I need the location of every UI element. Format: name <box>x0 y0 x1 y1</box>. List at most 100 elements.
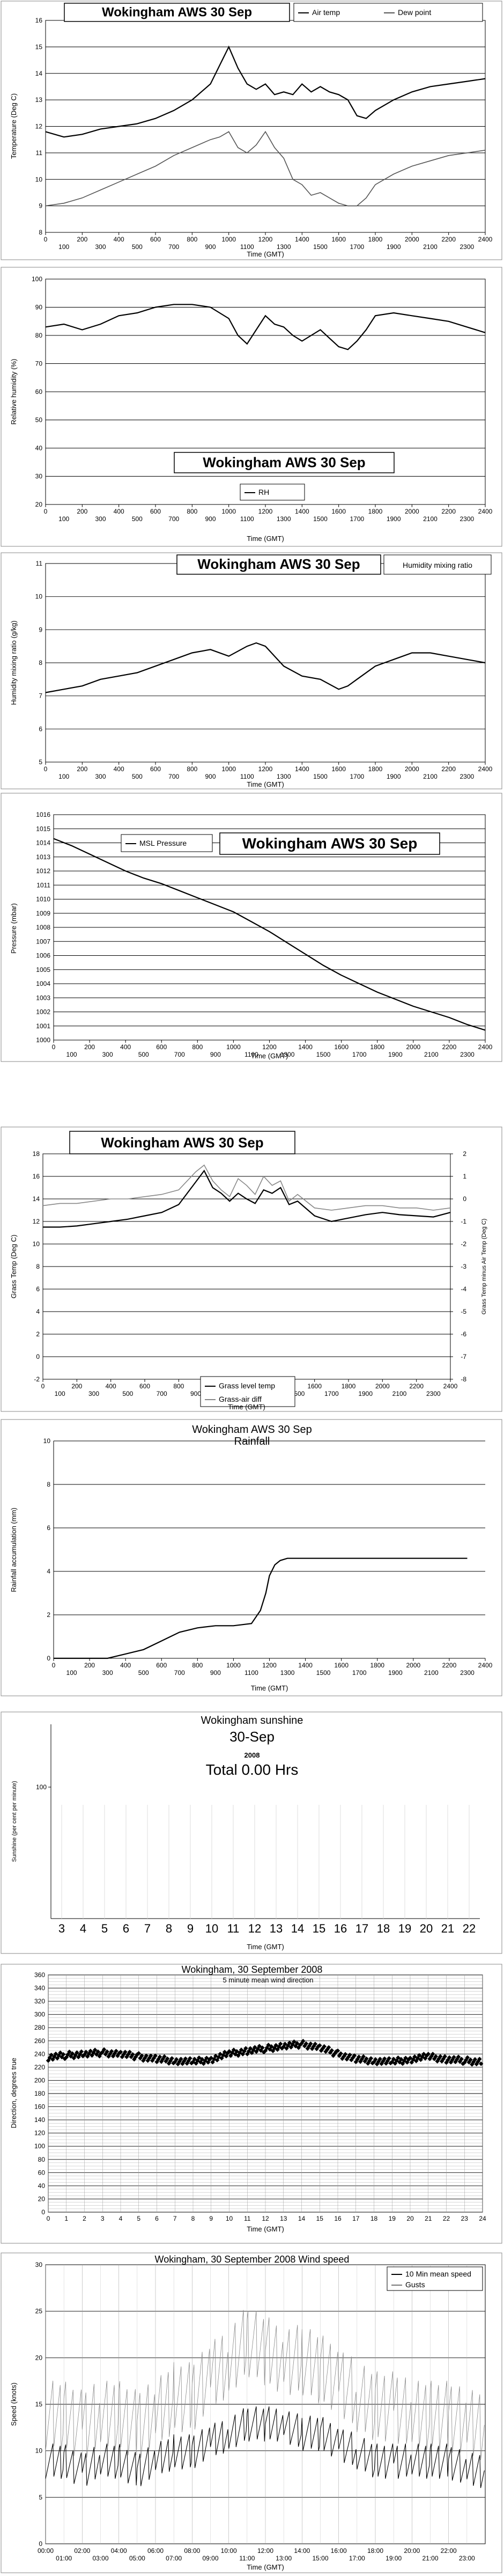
x-tick-label: 19 <box>389 2215 396 2222</box>
x-axis-label: Time (GMT) <box>251 1684 288 1692</box>
x-tick-label: 2300 <box>459 773 474 780</box>
direction-point <box>303 2041 309 2046</box>
y-tick-label: 1007 <box>36 938 50 945</box>
x-tick-label: 1700 <box>350 243 364 251</box>
x-tick-label: 1600 <box>307 1382 322 1390</box>
legend-pressure: MSL Pressure <box>139 839 187 847</box>
y-tick-label: 5 <box>39 758 42 766</box>
y2-tick-label: -1 <box>461 1218 466 1225</box>
x-axis-label: Time (GMT) <box>251 1052 288 1060</box>
direction-point <box>162 2054 167 2059</box>
y-tick-label: 360 <box>34 1971 45 1979</box>
x-tick-label: 2300 <box>460 1669 475 1677</box>
y2-tick-label: -4 <box>461 1285 466 1293</box>
x-tick-label: 1700 <box>350 773 364 780</box>
x-tick-label: 14 <box>291 1922 304 1935</box>
direction-point <box>243 2046 248 2051</box>
chart-panel-speed: 0 5 10 15 20 25 30 00:00 02:00 04:00 06:00 08:00 10:… <box>1 2252 502 2573</box>
x-tick-label: 12:00 <box>257 2547 273 2555</box>
series-air-temp <box>45 45 486 138</box>
x-tick-label: 1500 <box>313 773 328 780</box>
x-tick-label: 19:00 <box>386 2555 402 2562</box>
x-tick-label: 20 <box>420 1922 433 1935</box>
y-tick-label: 0 <box>39 2540 42 2548</box>
x-tick-label: 06:00 <box>147 2547 164 2555</box>
chart-title: Wokingham AWS 30 Sep <box>203 454 365 470</box>
x-tick-label: 15:00 <box>312 2555 328 2562</box>
direction-point <box>451 2055 456 2060</box>
x-tick-label: 12 <box>248 1922 261 1935</box>
x-tick-label: 1200 <box>262 1662 277 1669</box>
x-tick-label: 100 <box>66 1051 77 1058</box>
y-tick-label: 100 <box>34 2142 45 2150</box>
x-tick-label: 400 <box>106 1382 116 1390</box>
y2-tick-label: 2 <box>463 1150 466 1158</box>
y-tick-label: 1001 <box>36 1022 50 1030</box>
direction-point <box>391 2057 396 2061</box>
direction-point <box>387 2056 391 2061</box>
x-tick-label: 1300 <box>277 243 291 251</box>
y-tick-label: 1010 <box>36 896 50 903</box>
x-tick-label: 22:00 <box>441 2547 457 2555</box>
y-tick-label: 8 <box>36 1263 40 1270</box>
x-tick-label: 2000 <box>375 1382 390 1390</box>
direction-point <box>149 2053 153 2058</box>
x-tick-label: 1800 <box>368 236 383 243</box>
legend-rh: RH <box>258 488 269 496</box>
chart-panel-pres: 1000100110021003100410051006100710081009… <box>1 793 502 1062</box>
x-tick-label: 0 <box>47 2215 50 2222</box>
x-tick-label: 1800 <box>370 1043 384 1051</box>
direction-point <box>433 2054 439 2059</box>
x-tick-label: 500 <box>138 1051 149 1058</box>
chart-title: Wokingham AWS 30 Sep <box>197 556 360 572</box>
x-tick-label: 1800 <box>368 508 383 515</box>
x-tick-label: 6 <box>155 2215 159 2222</box>
direction-point <box>373 2057 378 2062</box>
y-tick-label: 1005 <box>36 966 50 974</box>
x-tick-label: 900 <box>205 773 216 780</box>
x-axis-label: Time (GMT) <box>247 2225 284 2233</box>
y-tick-label: 260 <box>34 2037 45 2045</box>
y-tick-label: 5 <box>39 2493 42 2501</box>
chart-title: Wokingham AWS 30 Sep <box>102 5 252 19</box>
y-tick-label: 7 <box>39 692 42 700</box>
legend-box <box>387 2266 483 2291</box>
direction-point <box>403 2055 408 2060</box>
y-tick-label: 8 <box>47 1481 50 1488</box>
panel-frame <box>1 1419 502 1696</box>
x-tick-label: 2300 <box>459 515 474 523</box>
y-tick-label: 6 <box>39 725 42 733</box>
x-tick-label: 2200 <box>442 1043 457 1051</box>
y-tick-label: 14 <box>33 1195 40 1203</box>
x-tick-label: 400 <box>120 1043 131 1051</box>
series-grass-air-diff <box>42 1164 451 1211</box>
x-tick-label: 1100 <box>240 773 254 780</box>
direction-point <box>257 2044 262 2048</box>
y-axis-label: Relative humidity (%) <box>10 359 18 425</box>
direction-point <box>456 2054 461 2059</box>
x-tick-label: 400 <box>114 508 124 515</box>
x-tick-label: 20 <box>406 2215 414 2222</box>
x-tick-label: 300 <box>102 1669 113 1677</box>
y-tick-label: 12 <box>33 1218 40 1225</box>
x-tick-label: 0 <box>44 508 48 515</box>
y-tick-label: 1008 <box>36 924 50 931</box>
y-axis-label: Sunshine (per cent per minute) <box>11 1781 18 1862</box>
x-tick-label: 02:00 <box>74 2547 90 2555</box>
x-tick-label: 300 <box>102 1051 113 1058</box>
x-tick-label: 21:00 <box>422 2555 438 2562</box>
x-tick-label: 13 <box>280 2215 287 2222</box>
x-tick-label: 1100 <box>240 515 254 523</box>
y-tick-label: 25 <box>35 2308 43 2315</box>
x-tick-label: 21 <box>425 2215 432 2222</box>
y-axis-label: Temperature (Deg C) <box>10 93 18 159</box>
y-tick-label: 30 <box>35 2261 43 2268</box>
x-tick-label: 1300 <box>280 1051 295 1058</box>
y-tick-label: 11 <box>36 149 43 157</box>
x-tick-label: 8 <box>166 1922 172 1935</box>
direction-point <box>301 2039 306 2044</box>
x-tick-label: 1000 <box>221 236 236 243</box>
x-axis-label: Time (GMT) <box>247 2563 284 2571</box>
direction-point <box>157 2054 162 2059</box>
